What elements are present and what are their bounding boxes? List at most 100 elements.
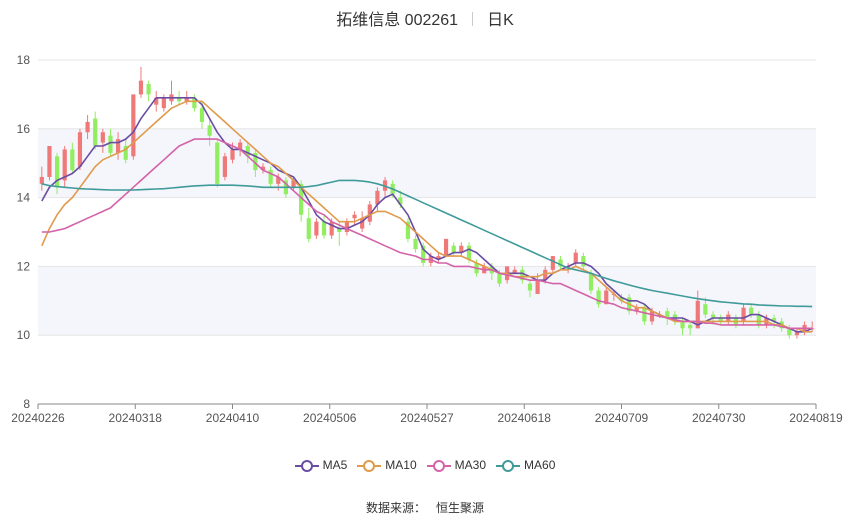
candle-body [413,238,418,250]
y-tick-label: 18 [17,53,31,67]
candle-body [47,146,52,177]
candle-body [634,307,639,312]
ma5-line [41,97,813,333]
candle-body [85,121,90,133]
candle-body [573,252,578,263]
candle-body [276,176,281,184]
candle-body [39,176,44,184]
y-axis: 8 10 12 14 16 18 [17,53,31,411]
candle-body [367,204,372,222]
x-axis: 20240226 20240318 20240410 20240506 20240527… [11,403,843,425]
legend-ma60[interactable]: MA60 [496,458,555,473]
candle-body [70,149,75,171]
grid-bands [38,59,816,405]
candle-body [749,307,754,315]
x-tick-label: 20240410 [206,411,260,425]
x-tick-label: 20240318 [109,411,163,425]
x-tick-label: 20240819 [789,411,843,425]
legend-label: MA10 [385,458,417,472]
candle-body [466,245,472,260]
legend-label: MA60 [524,458,556,472]
legend-marker-icon [357,459,382,472]
candle-body [314,221,319,236]
moving-average-lines [41,97,813,333]
candle-body [108,135,113,153]
candle-body [299,183,304,215]
candle-body [405,221,411,239]
candle-body [398,197,403,205]
grid-band [38,266,816,336]
candle-body [268,170,273,184]
candle-body [306,218,311,239]
legend-label: MA5 [322,458,348,472]
y-tick-label: 14 [17,191,31,205]
candle-body [337,228,342,232]
source-label: 数据来源： [365,501,426,515]
ma60-line [41,179,813,308]
candle-body [695,300,700,329]
candle-body [787,328,792,336]
candle-body [215,142,220,184]
candle-body [146,84,151,95]
candle-body [596,290,601,305]
stock-name-code: 拓维信息 002261 [336,12,459,29]
candle-body [93,118,98,146]
legend-ma5[interactable]: MA5 [294,458,348,473]
legend-ma10[interactable]: MA10 [357,458,417,473]
data-source: 数据来源： 恒生聚源 [0,499,850,516]
candle-body [771,318,777,322]
y-tick-label: 10 [17,328,31,342]
candle-body [604,290,609,305]
candle-body [123,146,128,160]
candle-body [344,221,350,232]
candle-body [100,132,105,143]
candle-body [230,149,235,160]
candle-body [253,152,258,171]
candle-body [199,108,205,122]
candle-body [131,94,136,157]
candle-body [680,321,685,329]
candle-body [665,311,670,318]
y-tick-label: 16 [17,122,31,136]
candle-body [62,149,67,181]
candle-body [703,304,708,315]
x-tick-label: 20240709 [595,411,649,425]
x-tick-label: 20240618 [498,411,552,425]
candle-body [77,132,83,167]
legend-ma30[interactable]: MA30 [426,458,487,473]
candle-body [756,314,761,325]
candle-body [184,97,189,102]
ma30-line [41,138,813,330]
legend-marker-icon [294,459,319,472]
candles [39,66,815,339]
source-provider: 恒生聚源 [436,501,485,515]
candle-body [443,238,449,257]
candle-body [291,180,296,188]
candle-body [588,273,594,291]
candle-body [619,297,624,301]
legend-marker-icon [496,459,521,472]
candle-body [245,146,250,157]
candle-body [581,256,586,267]
candle-body [794,331,800,336]
candle-body [375,190,380,205]
title-separator [472,12,474,26]
period-label: 日K [487,12,514,29]
candle-body [688,324,693,329]
candle-body [260,166,266,171]
candle-body [451,245,456,253]
candle-body [161,97,166,109]
legend-label: MA30 [454,458,487,472]
candle-body [421,245,426,263]
y-tick-label: 12 [17,259,31,273]
candle-body [497,273,502,284]
candle-body [54,156,60,188]
candle-body [329,221,334,236]
candle-body [138,80,144,95]
candle-body [718,318,723,322]
candle-body [741,307,746,322]
candle-body [192,97,197,109]
x-tick-label: 20240226 [11,411,65,425]
candle-body [512,269,517,274]
